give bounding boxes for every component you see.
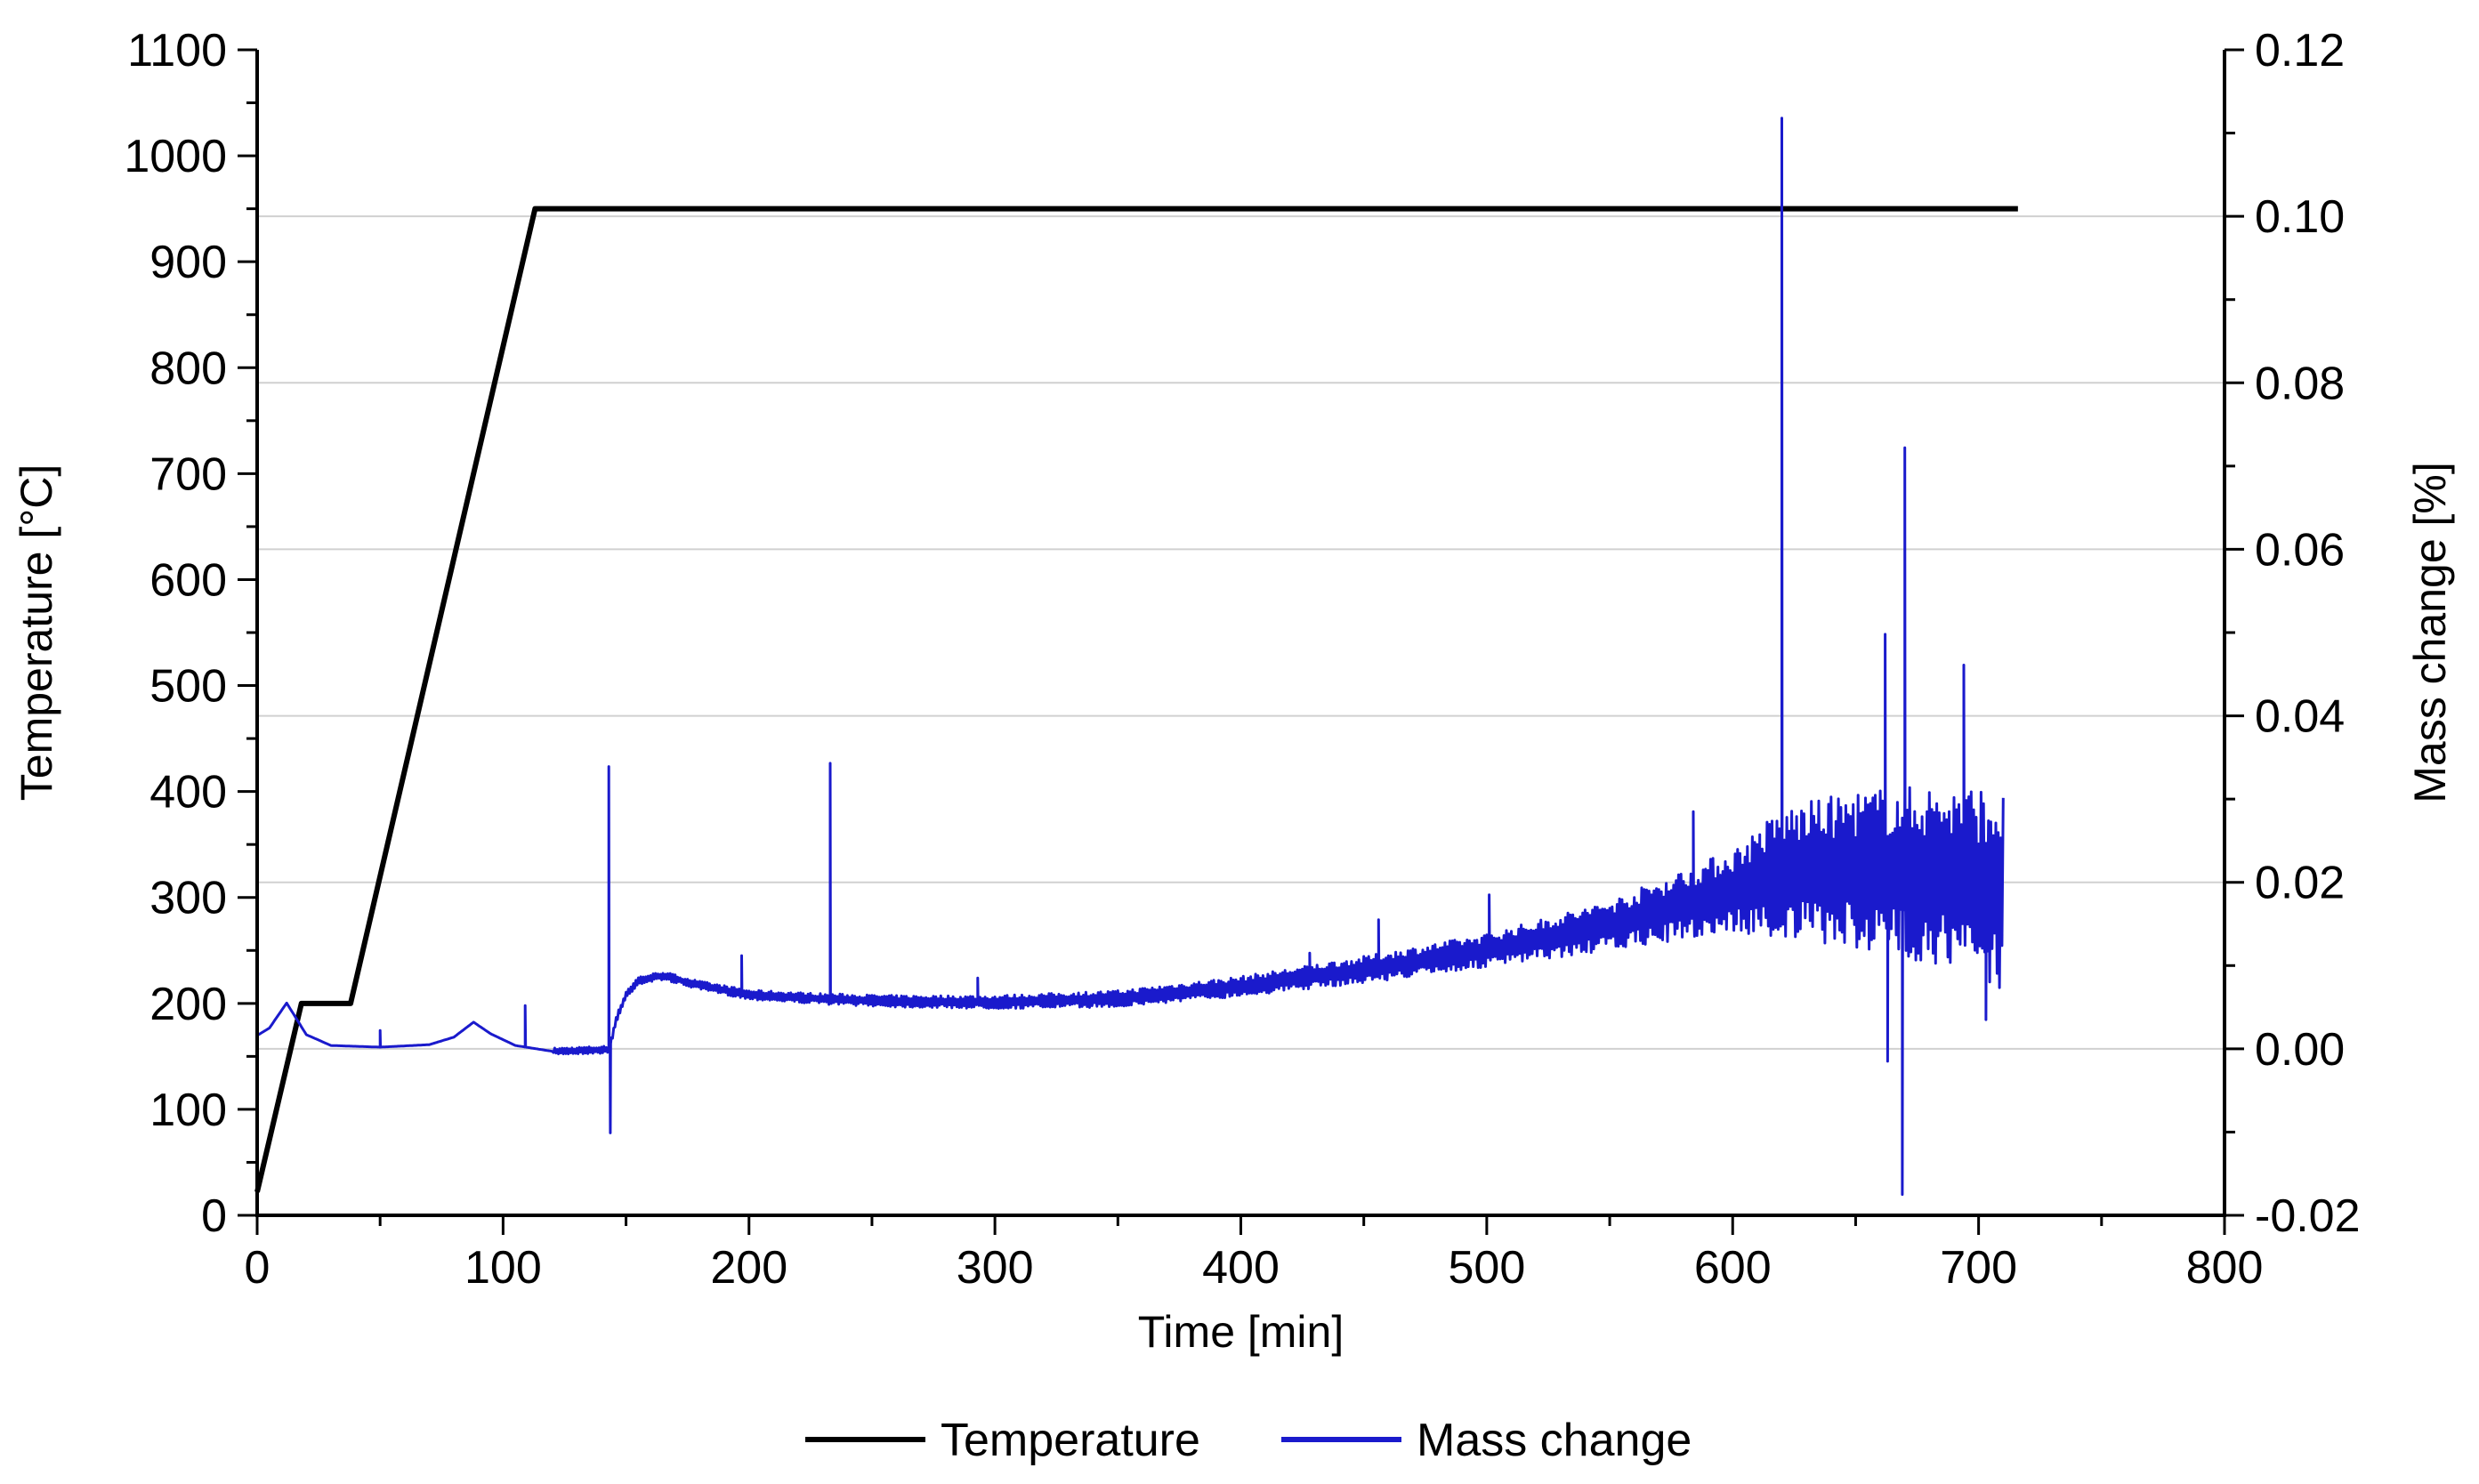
y2-tick-label: 0.00 (2255, 1024, 2345, 1076)
y-tick-label: 400 (149, 767, 227, 819)
y-tick-label: 300 (149, 873, 227, 924)
x-tick-label: 700 (1940, 1242, 2017, 1294)
y2-tick-label: 0.06 (2255, 524, 2345, 576)
x-tick-label: 400 (1202, 1242, 1280, 1294)
series-layer (254, 117, 2018, 1197)
y-tick-label: 1100 (127, 25, 227, 77)
y-tick-label: 100 (149, 1085, 227, 1136)
x-tick-label: 100 (464, 1242, 542, 1294)
y-tick-label: 900 (149, 237, 227, 288)
legend: Temperature Mass change (805, 1415, 1692, 1466)
y2-tick-label: 0.12 (2255, 25, 2345, 77)
y-tick-label: 200 (149, 979, 227, 1030)
y2-tick-label: 0.10 (2255, 191, 2345, 243)
x-axis-title: Time [min] (1138, 1307, 1344, 1357)
x-tick-label: 600 (1694, 1242, 1772, 1294)
y2-tick-label: 0.02 (2255, 858, 2345, 909)
y-axis-title: Temperature [°C] (12, 464, 61, 801)
gridlines (257, 215, 2225, 1050)
mass-change-line (256, 117, 2005, 1197)
y-tick-label: 800 (149, 343, 227, 394)
temperature-line (254, 206, 2018, 1193)
x-tick-label: 500 (1448, 1242, 1525, 1294)
y-tick-label: 0 (201, 1190, 227, 1242)
legend-label-temperature: Temperature (941, 1415, 1200, 1466)
y2-tick-label: -0.02 (2255, 1190, 2361, 1242)
y-tick-label: 1000 (124, 131, 227, 182)
y-tick-label: 600 (149, 554, 227, 606)
x-tick-label: 200 (710, 1242, 787, 1294)
y-tick-label: 500 (149, 661, 227, 713)
x-tick-label: 0 (245, 1242, 271, 1294)
legend-label-mass-change: Mass change (1417, 1415, 1692, 1466)
x-tick-label: 800 (2186, 1242, 2264, 1294)
y-tick-label: 700 (149, 448, 227, 500)
y2-axis-title: Mass change [%] (2405, 462, 2455, 803)
axes: 0 100 200 300 400 500 600 700 800 0 100 200 300 400 50… (124, 25, 2360, 1294)
y2-tick-label: 0.04 (2255, 691, 2345, 743)
x-tick-label: 300 (957, 1242, 1034, 1294)
y2-tick-label: 0.08 (2255, 358, 2345, 409)
